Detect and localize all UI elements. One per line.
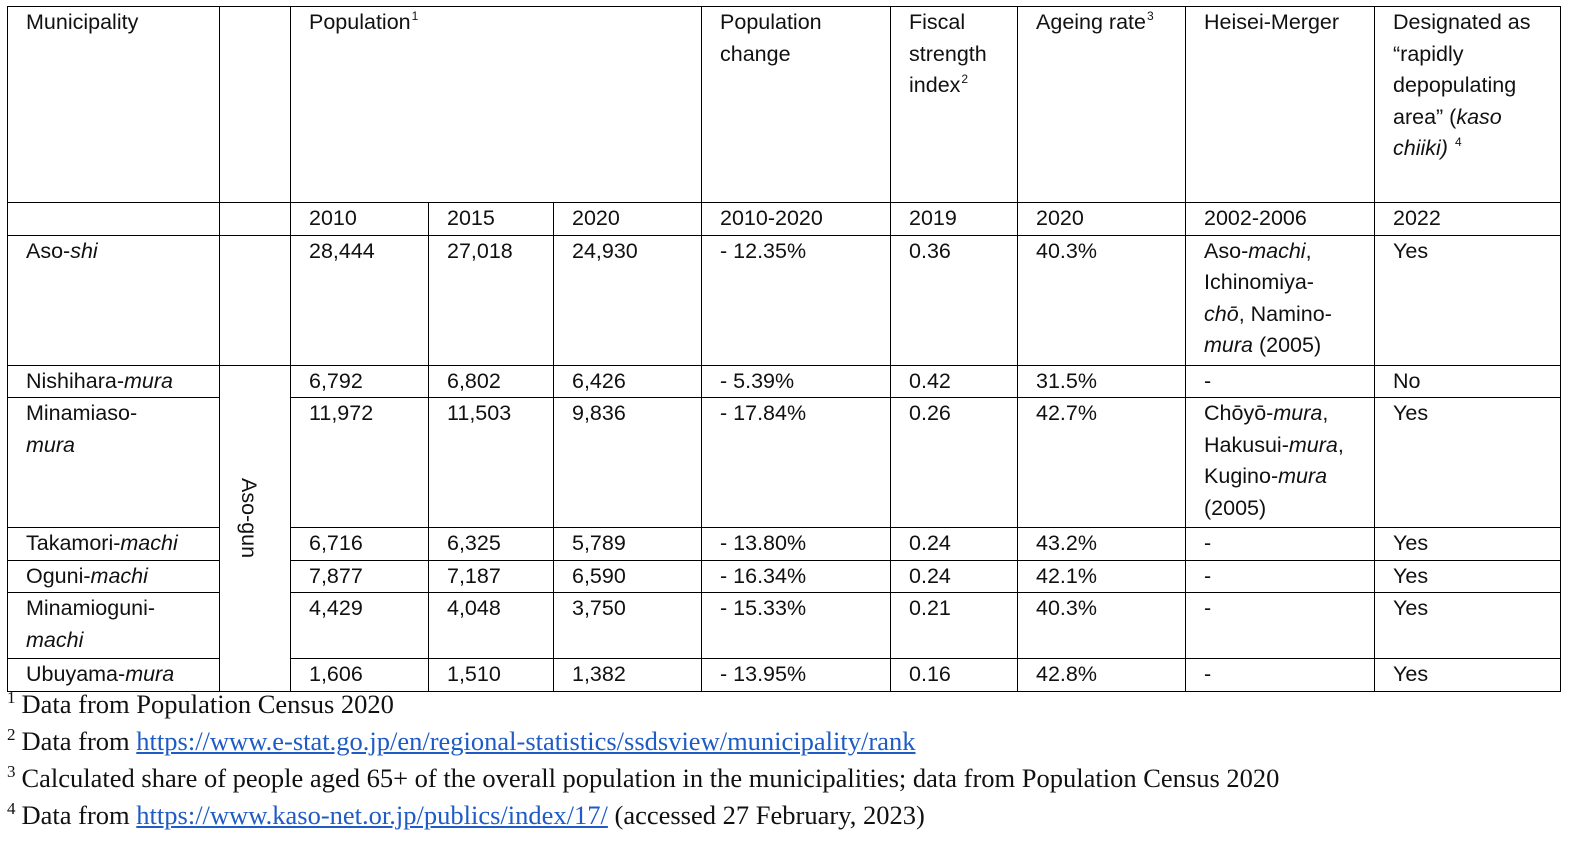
header-district — [219, 6, 291, 203]
population-2015: 11,503 — [428, 397, 554, 528]
municipality-cell: Minamiaso-mura — [7, 397, 220, 528]
table-row: Nishihara-mura 6,792 6,802 6,426- 5.39% 0.42… — [7, 364, 1562, 692]
table-row: Oguni-machi 7,877 7,187 6,590- 16.34% 0.24 42… — [7, 559, 1562, 593]
population-2020: 1,382 — [552, 658, 703, 692]
population-change: - 15.33% — [701, 592, 892, 659]
population-2010: 28,444 — [290, 234, 429, 366]
designated-cell: Yes — [1374, 527, 1562, 561]
header-designated: Designated as “rapidly depopulating area” (… — [1374, 6, 1562, 203]
designated-cell: Yes — [1374, 397, 1562, 528]
district-cell — [219, 364, 291, 692]
table-row: Takamori-machi 6,716 6,325 5,789- 13.80% 0.2… — [7, 527, 1562, 561]
fiscal-strength: 0.26 — [890, 397, 1019, 528]
fiscal-strength: 0.24 — [890, 559, 1019, 593]
header-ageing-rate: Ageing rate3 — [1017, 6, 1187, 203]
footnote-3: 3 Calculated share of people aged 65+ of … — [7, 762, 1280, 793]
population-2015: 7,187 — [428, 559, 554, 593]
population-change: - 13.95% — [701, 658, 892, 692]
subheader-change-period: 2010-2020 — [701, 202, 892, 236]
merger-cell: Chōyō-mura, Hakusui-mura, Kugino-mura (2005… — [1185, 397, 1376, 528]
population-2015: 6,802 — [428, 364, 554, 398]
population-2015: 27,018 — [428, 234, 554, 366]
population-change: - 17.84% — [701, 397, 892, 528]
population-2015: 6,325 — [428, 527, 554, 561]
header-population: Population1 — [289, 6, 703, 203]
fiscal-strength: 0.42 — [890, 364, 1019, 398]
fiscal-strength: 0.21 — [890, 592, 1019, 659]
header-fiscal-strength: Fiscal strength index2 — [890, 6, 1019, 203]
merger-cell: - — [1185, 592, 1376, 659]
footnotes: 1 Data from Population Census 2020 2 Data … — [7, 686, 1279, 834]
estat-link[interactable]: https://www.e-stat.go.jp/en/regional-sta… — [136, 726, 916, 756]
footnote-4: 4 Data from https://www.kaso-net.or.jp/pu… — [7, 799, 925, 830]
population-2020: 9,836 — [552, 397, 703, 528]
ageing-rate: 40.3% — [1017, 234, 1187, 366]
population-2010: 6,716 — [290, 527, 429, 561]
subheader-fiscal-year: 2019 — [890, 202, 1019, 236]
designated-cell: Yes — [1374, 234, 1562, 366]
population-2010: 1,606 — [290, 658, 429, 692]
population-2020: 6,590 — [552, 559, 703, 593]
fiscal-strength: 0.16 — [890, 658, 1019, 692]
merger-cell: - — [1185, 364, 1376, 398]
table-body: Aso-shi 28,444 27,018 24,930- 12.35% 0.36 40.… — [7, 234, 1562, 692]
designated-cell: Yes — [1374, 658, 1562, 692]
header-row: Municipality Population1 Population chang… — [7, 6, 1562, 203]
table-row: Ubuyama-mura 1,606 1,510 1,382- 13.95% 0.16 4… — [7, 658, 1562, 692]
ageing-rate: 42.1% — [1017, 559, 1187, 593]
population-table: Municipality Population1 Population chang… — [7, 6, 1562, 692]
municipality-cell: Minamioguni-machi — [7, 592, 220, 659]
subheader-designated-year: 2022 — [1374, 202, 1562, 236]
population-change: - 13.80% — [701, 527, 892, 561]
population-2020: 24,930 — [552, 234, 703, 366]
district-cell — [219, 234, 291, 366]
population-2015: 4,048 — [428, 592, 554, 659]
header-municipality: Municipality — [7, 6, 220, 203]
population-2015: 1,510 — [428, 658, 554, 692]
designated-cell: Yes — [1374, 559, 1562, 593]
district-label: Aso-gun — [237, 478, 261, 559]
population-2020: 3,750 — [552, 592, 703, 659]
subheader-2015: 2015 — [428, 202, 554, 236]
subheader-2010: 2010 — [290, 202, 429, 236]
table-row: Minamioguni-machi 4,429 4,048 3,750- 15.33%… — [7, 592, 1562, 659]
footnote-2: 2 Data from https://www.e-stat.go.jp/en/r… — [7, 725, 916, 756]
subheader-2020: 2020 — [552, 202, 703, 236]
merger-cell: - — [1185, 559, 1376, 593]
ageing-rate: 40.3% — [1017, 592, 1187, 659]
kaso-net-link[interactable]: https://www.kaso-net.or.jp/publics/index… — [136, 800, 608, 830]
population-2010: 7,877 — [290, 559, 429, 593]
table-row: Minamiaso-mura 11,972 11,503 9,836- 17.84% 0… — [7, 397, 1562, 528]
population-2010: 4,429 — [290, 592, 429, 659]
ageing-rate: 43.2% — [1017, 527, 1187, 561]
municipality-cell: Nishihara-mura — [7, 364, 220, 398]
subheader-row: 2010 2015 2020 2010-2020 2019 2020 2002-… — [7, 202, 1562, 236]
ageing-rate: 42.7% — [1017, 397, 1187, 528]
population-change: - 12.35% — [701, 234, 892, 366]
fiscal-strength: 0.24 — [890, 527, 1019, 561]
municipality-cell: Oguni-machi — [7, 559, 220, 593]
fiscal-strength: 0.36 — [890, 234, 1019, 366]
header-heisei-merger: Heisei-Merger — [1185, 6, 1376, 203]
subheader-merger-period: 2002-2006 — [1185, 202, 1376, 236]
header-population-change: Population change — [701, 6, 892, 203]
municipality-cell: Takamori-machi — [7, 527, 220, 561]
ageing-rate: 31.5% — [1017, 364, 1187, 398]
table-row: Aso-shi 28,444 27,018 24,930- 12.35% 0.36 40.… — [7, 234, 1562, 366]
subheader-ageing-year: 2020 — [1017, 202, 1187, 236]
population-2010: 6,792 — [290, 364, 429, 398]
designated-cell: Yes — [1374, 592, 1562, 659]
merger-cell: - — [1185, 527, 1376, 561]
footnote-1: 1 Data from Population Census 2020 — [7, 688, 394, 719]
merger-cell: Aso-machi, Ichinomiya-chō, Namino-mura (2… — [1185, 234, 1376, 366]
ageing-rate: 42.8% — [1017, 658, 1187, 692]
population-2020: 6,426 — [552, 364, 703, 398]
population-2010: 11,972 — [290, 397, 429, 528]
population-change: - 16.34% — [701, 559, 892, 593]
population-change: - 5.39% — [701, 364, 892, 398]
designated-cell: No — [1374, 364, 1562, 398]
population-2020: 5,789 — [552, 527, 703, 561]
municipality-cell: Ubuyama-mura — [7, 658, 220, 692]
municipality-cell: Aso-shi — [7, 234, 220, 366]
